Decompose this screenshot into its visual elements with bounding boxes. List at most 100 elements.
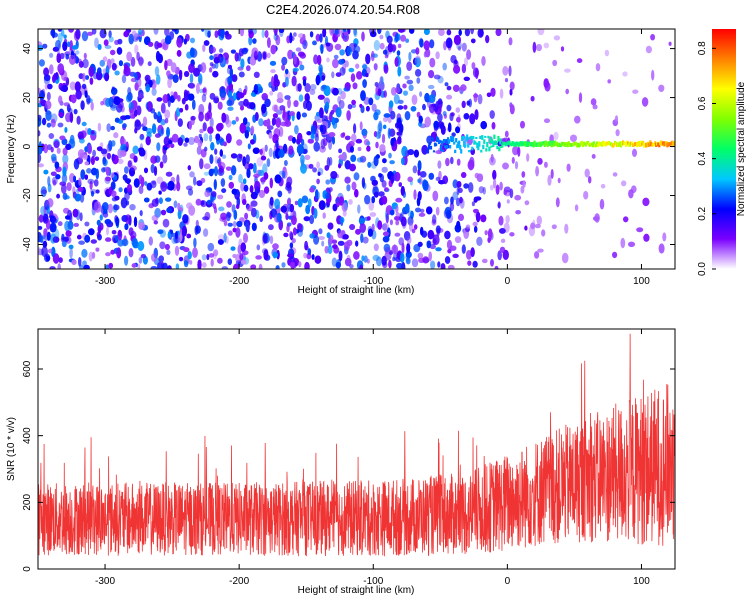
spectrogram-cell bbox=[494, 265, 499, 269]
spectrogram-cell bbox=[544, 161, 548, 168]
spectrogram-cell bbox=[78, 257, 82, 267]
spectrogram-cell bbox=[208, 44, 214, 54]
signal-cell bbox=[488, 146, 491, 152]
spectrogram-cell bbox=[326, 57, 330, 63]
spectrogram-cell bbox=[102, 158, 108, 167]
spectrogram-cell bbox=[396, 131, 403, 136]
snr-frame bbox=[37, 328, 676, 570]
spectrogram-cell bbox=[45, 255, 51, 262]
spectrogram-cell bbox=[132, 145, 139, 155]
spectrogram-cell bbox=[70, 94, 77, 104]
spectrogram-cell bbox=[77, 186, 84, 192]
spectrogram-cell bbox=[78, 257, 82, 267]
spectrogram-cell bbox=[170, 143, 175, 148]
spectrogram-cell bbox=[320, 44, 324, 54]
spectrogram-cell bbox=[164, 60, 168, 71]
signal-cell bbox=[492, 141, 495, 147]
spectrogram-cell bbox=[58, 95, 63, 104]
spectrogram-cell bbox=[50, 113, 58, 124]
spectrogram-cell bbox=[248, 163, 254, 170]
spectrogram-cell bbox=[127, 160, 132, 168]
spectrogram-cell bbox=[460, 84, 467, 92]
spectrogram-cell bbox=[151, 180, 157, 185]
spectrogram-cell bbox=[311, 125, 317, 135]
spectrogram-cell bbox=[209, 117, 214, 128]
spectrogram-cell bbox=[275, 117, 281, 128]
spectrogram-cell bbox=[258, 169, 265, 177]
spectrogram-cell bbox=[61, 240, 67, 248]
spectrogram-cell bbox=[325, 115, 329, 121]
spectrogram-cell bbox=[590, 98, 597, 106]
spectrogram-cell bbox=[493, 178, 497, 189]
spectrogram-cell bbox=[294, 125, 299, 135]
spectrogram-cell bbox=[366, 216, 371, 221]
spectrogram-cell bbox=[171, 133, 179, 143]
spectrogram-cell bbox=[383, 124, 387, 129]
spectrogram-cell bbox=[304, 83, 311, 93]
spectrogram-cell bbox=[57, 29, 63, 32]
spectrogram-cell bbox=[83, 52, 87, 60]
spectrogram-cell bbox=[55, 39, 61, 50]
spectrogram-cell bbox=[79, 193, 85, 203]
spectrogram-cell bbox=[65, 53, 70, 60]
spectrogram-cell bbox=[132, 145, 139, 155]
spectrogram-cell bbox=[156, 176, 164, 185]
spectrogram-cell bbox=[435, 206, 440, 216]
spectrogram-cell bbox=[236, 204, 240, 209]
spectrogram-cell bbox=[506, 199, 510, 204]
spectrogram-cell bbox=[120, 143, 127, 152]
spectrogram-cell bbox=[97, 233, 102, 241]
spectrogram-cell bbox=[286, 224, 290, 233]
spectrogram-cell bbox=[285, 181, 292, 189]
spectrogram-cell bbox=[384, 187, 389, 192]
spectrogram-cell bbox=[162, 94, 169, 104]
spectrogram-cell bbox=[348, 199, 353, 205]
spectrogram-cell bbox=[447, 249, 452, 254]
spectrogram-cell bbox=[417, 252, 424, 260]
spectrogram-cell bbox=[227, 64, 232, 69]
spectrogram-cell bbox=[284, 120, 292, 127]
spectrogram-cell bbox=[377, 88, 382, 96]
spectrogram-cell bbox=[360, 233, 364, 244]
spectrogram-cell bbox=[429, 103, 435, 114]
spectrogram-cell bbox=[75, 50, 80, 55]
spectrogram-cell bbox=[514, 161, 519, 170]
spectrogram-cell bbox=[158, 255, 164, 263]
spectrogram-cell bbox=[147, 41, 154, 47]
spectrogram-cell bbox=[497, 202, 501, 209]
spectrogram-cell bbox=[192, 247, 198, 258]
spectrogram-cell bbox=[246, 204, 253, 212]
y-tick-label: -40 bbox=[22, 237, 33, 252]
spectrogram-cell bbox=[173, 235, 181, 244]
spectrogram-cell bbox=[232, 92, 237, 101]
spectrogram-cell bbox=[190, 115, 196, 121]
spectrogram-cell bbox=[461, 172, 467, 178]
spectrogram-cell bbox=[342, 132, 346, 137]
spectrogram-cell bbox=[290, 261, 296, 269]
spectrogram-cell bbox=[642, 197, 650, 207]
spectrogram-cell bbox=[193, 176, 197, 186]
spectrogram-cell bbox=[144, 167, 148, 174]
spectrogram-cell bbox=[290, 256, 295, 263]
spectrogram-cell bbox=[391, 44, 397, 52]
spectrogram-cell bbox=[106, 123, 111, 132]
spectrogram-signal-line bbox=[426, 134, 675, 154]
spectrogram-cell bbox=[138, 92, 144, 99]
spectrogram-cell bbox=[44, 83, 49, 90]
spectrogram-cell bbox=[188, 63, 195, 73]
spectrogram-cell bbox=[108, 36, 114, 43]
signal-cell bbox=[486, 141, 489, 148]
spectrogram-cell bbox=[128, 227, 134, 236]
spectrogram-cell bbox=[383, 113, 391, 118]
spectrogram-cell bbox=[62, 192, 68, 200]
spectrogram-cell bbox=[324, 192, 330, 200]
spectrogram-cell bbox=[293, 100, 299, 108]
spectrogram-cell bbox=[287, 49, 294, 60]
spectrogram-cell bbox=[218, 165, 224, 173]
spectrogram-cell bbox=[225, 133, 232, 144]
spectrogram-cell bbox=[134, 75, 139, 84]
spectrogram-cell bbox=[432, 190, 439, 202]
spectrogram-cell bbox=[209, 62, 214, 67]
spectrogram-cell bbox=[351, 181, 357, 191]
spectrogram-cell bbox=[218, 165, 224, 173]
